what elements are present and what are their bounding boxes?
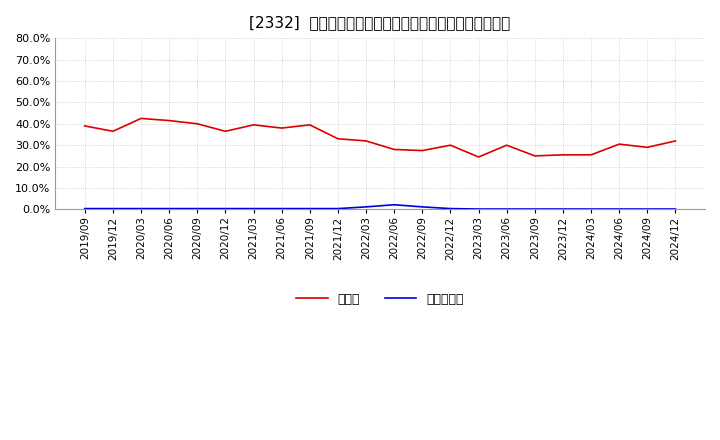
現領金	[643, 145, 652, 150]
有利子負債	[503, 206, 511, 212]
有利子負債	[474, 206, 483, 212]
現領金	[333, 136, 342, 141]
現領金	[81, 123, 89, 128]
現領金	[390, 147, 398, 152]
現領金	[361, 138, 370, 143]
現領金	[193, 121, 202, 126]
有利子負債	[446, 206, 455, 211]
現領金	[305, 122, 314, 128]
現領金	[446, 143, 455, 148]
Legend: 現領金, 有利子負債: 現領金, 有利子負債	[292, 288, 469, 311]
有利子負債	[361, 204, 370, 209]
現領金	[503, 143, 511, 148]
現領金	[615, 142, 624, 147]
有利子負債	[390, 202, 398, 207]
有利子負債	[249, 206, 258, 211]
有利子負債	[615, 206, 624, 212]
有利子負債	[165, 206, 174, 211]
有利子負債	[587, 206, 595, 212]
現領金	[559, 152, 567, 158]
現領金	[531, 153, 539, 158]
現領金	[109, 128, 117, 134]
Title: [2332]  現預金、有利子負債の総資産に対する比率の推移: [2332] 現預金、有利子負債の総資産に対する比率の推移	[250, 15, 510, 30]
現領金	[249, 122, 258, 128]
Line: 現領金: 現領金	[85, 118, 675, 157]
現領金	[137, 116, 145, 121]
現領金	[474, 154, 483, 160]
有利子負債	[559, 206, 567, 212]
有利子負債	[81, 206, 89, 211]
有利子負債	[137, 206, 145, 211]
有利子負債	[333, 206, 342, 211]
現領金	[587, 152, 595, 158]
有利子負債	[418, 204, 427, 209]
有利子負債	[643, 206, 652, 212]
有利子負債	[193, 206, 202, 211]
有利子負債	[531, 206, 539, 212]
現領金	[277, 125, 286, 131]
現領金	[221, 128, 230, 134]
有利子負債	[671, 206, 680, 212]
現領金	[671, 138, 680, 143]
有利子負債	[109, 206, 117, 211]
現領金	[165, 118, 174, 123]
現領金	[418, 148, 427, 153]
Line: 有利子負債: 有利子負債	[85, 205, 675, 209]
有利子負債	[277, 206, 286, 211]
有利子負債	[305, 206, 314, 211]
有利子負債	[221, 206, 230, 211]
